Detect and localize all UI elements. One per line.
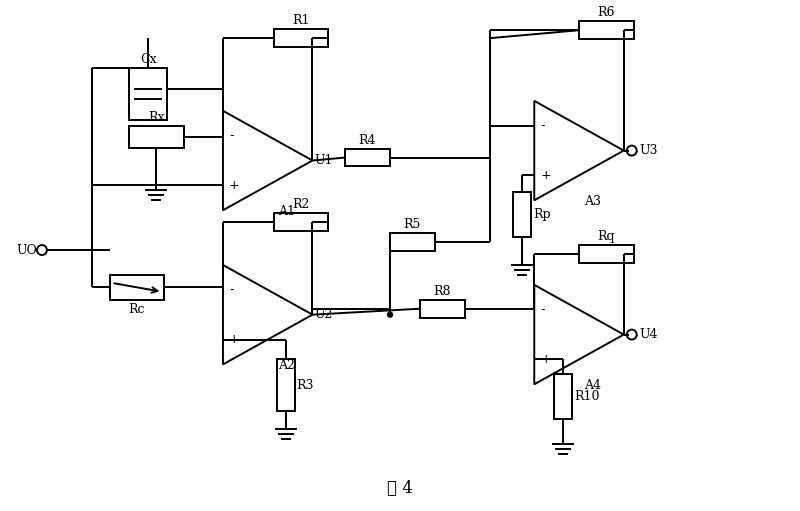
- Bar: [130, 126, 184, 148]
- Text: Rx: Rx: [148, 111, 165, 124]
- Text: R5: R5: [403, 218, 421, 231]
- Text: U1: U1: [314, 154, 333, 167]
- Text: -: -: [229, 283, 234, 296]
- Bar: [130, 68, 167, 120]
- Text: R8: R8: [433, 285, 450, 298]
- Text: A4: A4: [584, 379, 601, 392]
- Bar: [514, 192, 531, 237]
- Text: UO: UO: [16, 244, 37, 257]
- Text: -: -: [229, 129, 234, 142]
- Text: +: +: [229, 333, 239, 346]
- Text: -: -: [540, 303, 545, 316]
- Text: +: +: [540, 353, 551, 366]
- Text: +: +: [540, 169, 551, 182]
- Text: R4: R4: [358, 133, 376, 147]
- Bar: [420, 300, 465, 318]
- Bar: [110, 275, 164, 300]
- Text: A3: A3: [584, 195, 601, 208]
- Text: R10: R10: [574, 390, 599, 403]
- Bar: [274, 213, 328, 231]
- Text: Rq: Rq: [597, 230, 614, 243]
- Text: Rp: Rp: [534, 208, 551, 221]
- Text: Rc: Rc: [128, 303, 145, 316]
- Bar: [579, 245, 634, 263]
- Text: R3: R3: [297, 379, 314, 392]
- Text: Cx: Cx: [140, 53, 157, 66]
- Text: R1: R1: [292, 14, 310, 27]
- Circle shape: [387, 312, 393, 317]
- Text: 图 4: 图 4: [387, 480, 413, 497]
- Bar: [554, 375, 572, 419]
- Bar: [277, 359, 294, 411]
- Text: +: +: [229, 179, 239, 192]
- Text: A2: A2: [278, 359, 294, 373]
- Bar: [579, 21, 634, 39]
- Text: U3: U3: [640, 144, 658, 157]
- Text: R2: R2: [292, 198, 310, 211]
- Text: R6: R6: [597, 6, 614, 19]
- Text: U2: U2: [314, 308, 333, 321]
- Bar: [274, 29, 328, 47]
- Text: A1: A1: [278, 205, 294, 218]
- Text: -: -: [540, 119, 545, 132]
- Bar: [390, 233, 435, 251]
- Bar: [346, 149, 390, 167]
- Text: U4: U4: [640, 328, 658, 341]
